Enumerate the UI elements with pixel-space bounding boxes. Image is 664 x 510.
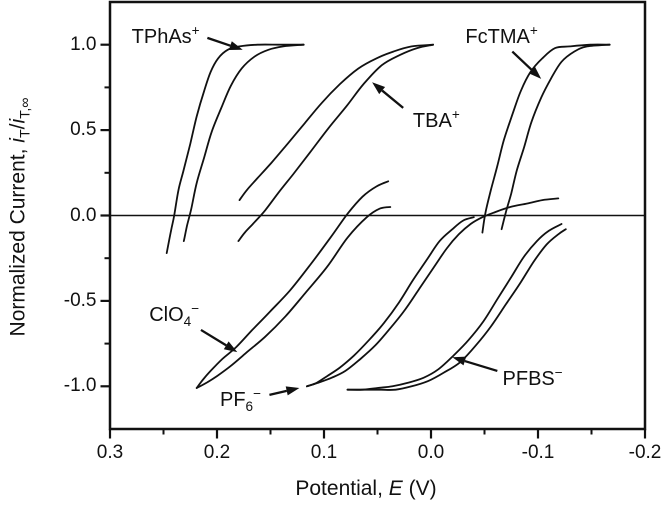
- curve-pfbs-reverse: [346, 228, 567, 391]
- annotation-fctma-text: FcTMA: [465, 25, 530, 48]
- y-axis-title-text: Normalized Current,: [6, 142, 30, 337]
- curve-pf6-reverse: [306, 197, 560, 388]
- annotation-clo4-superscript: −: [191, 300, 200, 316]
- annotation-pfbs: PFBS−: [503, 365, 563, 391]
- annotation-arrowhead-tba: [372, 82, 386, 95]
- y-axis-title-slash: /: [6, 123, 30, 130]
- annotation-tba-superscript: +: [451, 107, 460, 123]
- curve-tphas-reverse: [182, 43, 305, 242]
- y-tick-label: -0.5: [63, 289, 97, 311]
- annotation-arrow-fctma: [511, 50, 533, 71]
- y-axis-title-i-tip: i: [6, 138, 30, 143]
- x-tick-label: 0.1: [310, 442, 338, 463]
- y-axis-title-sub-inf: T,∞: [17, 97, 34, 119]
- annotation-pf6: PF6−: [220, 386, 261, 414]
- annotation-arrowhead-pfbs: [452, 356, 467, 366]
- curve-pf6-forward: [306, 216, 475, 388]
- y-axis-title: Normalized Current, iT/iT,∞: [6, 98, 33, 337]
- curve-tba-reverse: [237, 43, 434, 242]
- curve-pfbs-forward: [346, 223, 563, 391]
- annotation-arrow-tphas: [207, 36, 231, 47]
- annotation-arrowhead-pf6: [285, 386, 300, 396]
- annotation-clo4-subscript: 4: [183, 313, 192, 329]
- annotation-tphas-text: TPhAs: [131, 25, 192, 48]
- y-tick-label: -1.0: [63, 375, 97, 397]
- curve-tba-forward: [238, 43, 434, 201]
- x-axis-title: Potential, E (V): [295, 477, 436, 501]
- annotation-arrow-pfbs: [464, 359, 498, 373]
- y-tick-label: 0.0: [70, 204, 97, 226]
- y-tick-label: 0.5: [70, 119, 97, 141]
- annotation-tphas: TPhAs+: [132, 23, 200, 49]
- annotation-pf6-text: PF: [219, 388, 246, 411]
- annotation-arrow-clo4: [200, 328, 227, 347]
- x-tick-label: 0.3: [96, 442, 124, 463]
- annotation-arrowhead-tphas: [228, 41, 243, 50]
- y-axis-title-i-inf: i: [6, 118, 30, 124]
- x-tick-label: 0.2: [203, 442, 231, 463]
- annotation-pf6-subscript: 6: [245, 398, 254, 414]
- annotation-tphas-superscript: +: [191, 23, 200, 39]
- x-tick-label: 0.0: [417, 442, 445, 463]
- annotation-fctma-superscript: +: [529, 23, 538, 39]
- annotation-arrow-pf6: [269, 389, 287, 396]
- x-tick-label: -0.2: [628, 442, 662, 463]
- annotation-tba-text: TBA: [412, 109, 452, 132]
- x-axis-title-variable: E: [388, 477, 403, 500]
- curve-tphas-forward: [165, 43, 305, 254]
- annotation-arrowhead-fctma: [528, 66, 542, 79]
- annotation-pfbs-superscript: −: [554, 364, 563, 380]
- annotation-clo4-text: ClO: [149, 303, 184, 326]
- annotation-arrowhead-clo4: [223, 341, 238, 353]
- annotation-pfbs-text: PFBS: [502, 367, 555, 390]
- y-tick-label: 1.0: [70, 33, 97, 55]
- annotation-fctma: FcTMA+: [465, 23, 537, 49]
- y-axis-title-sub-tip: T: [17, 129, 34, 139]
- curve-fctma-forward: [481, 43, 611, 234]
- curve-clo4-reverse: [195, 206, 392, 389]
- x-axis-title-text: Potential,: [295, 477, 389, 500]
- curve-fctma-reverse: [500, 43, 611, 231]
- x-tick-label: -0.1: [521, 442, 555, 463]
- curve-clo4-forward: [195, 180, 390, 389]
- x-axis-title-unit: (V): [402, 477, 437, 500]
- annotation-tba: TBA+: [413, 107, 460, 133]
- annotation-pf6-superscript: −: [253, 386, 262, 402]
- annotation-clo4: ClO4−: [149, 301, 199, 329]
- annotation-arrow-tba: [381, 89, 404, 109]
